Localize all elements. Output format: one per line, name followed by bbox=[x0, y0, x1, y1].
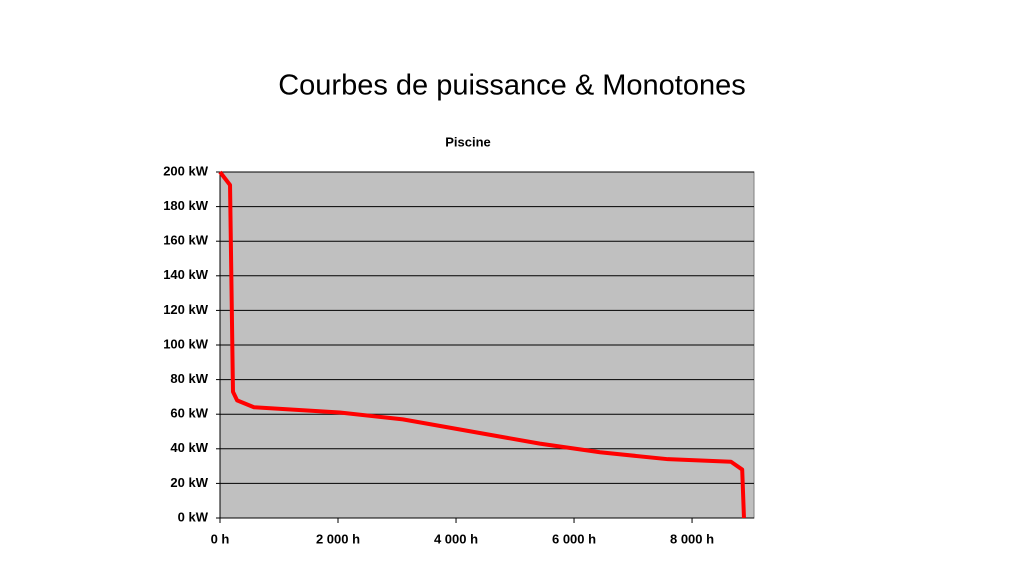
slide-title: Courbes de puissance & Monotones bbox=[278, 70, 746, 102]
y-tick-label: 200 kW bbox=[163, 163, 209, 178]
y-tick-label: 0 kW bbox=[178, 509, 209, 524]
x-tick-label: 4 000 h bbox=[434, 531, 478, 546]
y-tick-label: 140 kW bbox=[163, 267, 209, 282]
x-tick-label: 6 000 h bbox=[552, 531, 596, 546]
x-tick-label: 8 000 h bbox=[670, 531, 714, 546]
power-curve bbox=[218, 170, 746, 519]
y-tick-label: 100 kW bbox=[163, 336, 209, 351]
y-tick-label: 180 kW bbox=[163, 198, 209, 213]
y-tick-label: 60 kW bbox=[170, 406, 208, 421]
y-tick-label: 40 kW bbox=[170, 440, 208, 455]
y-tick-label: 120 kW bbox=[163, 302, 209, 317]
y-tick-label: 160 kW bbox=[163, 233, 209, 248]
y-tick-label: 80 kW bbox=[170, 371, 208, 386]
x-tick-label: 0 h bbox=[211, 531, 230, 546]
x-tick-label: 2 000 h bbox=[316, 531, 360, 546]
y-tick-label: 20 kW bbox=[170, 475, 208, 490]
chart-title: Piscine bbox=[445, 134, 491, 149]
